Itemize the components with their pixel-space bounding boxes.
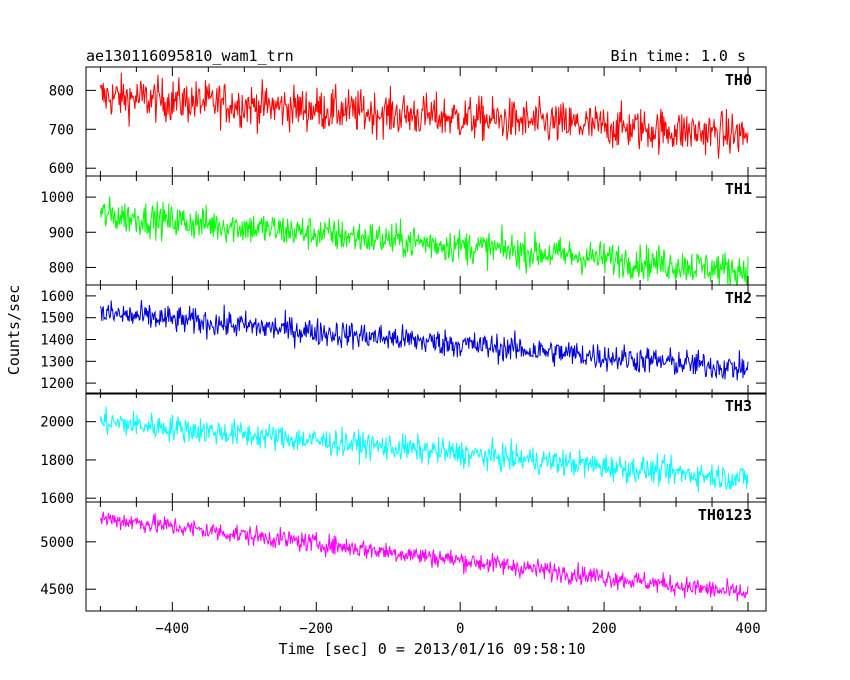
y-tick-label: 5000: [40, 535, 74, 551]
chart-title: ae130116095810_wam1_trn: [86, 47, 294, 65]
y-tick-label: 1500: [40, 311, 74, 327]
y-tick-label: 1000: [40, 190, 74, 206]
panel-label-th2: TH2: [725, 289, 752, 307]
y-tick-label: 800: [49, 260, 74, 276]
x-tick-label: 400: [735, 621, 760, 637]
x-tick-label: 0: [456, 621, 464, 637]
y-tick-label: 700: [49, 122, 74, 138]
panel-label-th1: TH1: [725, 180, 752, 198]
x-tick-label: −400: [155, 621, 189, 637]
y-axis-label: Counts/sec: [5, 285, 23, 375]
panel-frame: [85, 501, 767, 612]
y-tick-label: 1600: [40, 289, 74, 305]
y-tick-label: 1600: [40, 491, 74, 507]
series-th1: [99, 196, 749, 285]
y-tick-label: 1200: [40, 376, 74, 392]
y-tick-label: 1400: [40, 333, 74, 349]
y-tick-label: 900: [49, 225, 74, 241]
y-tick-label: 600: [49, 161, 74, 177]
y-tick-label: 2000: [40, 415, 74, 431]
panel-label-th0123: TH0123: [698, 506, 752, 524]
y-tick-label: 800: [49, 83, 74, 99]
x-tick-label: 200: [591, 621, 616, 637]
bin-time-label: Bin time: 1.0 s: [611, 47, 746, 65]
panel-label-th3: TH3: [725, 397, 752, 415]
panel-label-th0: TH0: [725, 71, 752, 89]
y-tick-label: 4500: [40, 582, 74, 598]
series-th2: [99, 299, 749, 381]
series-th0: [99, 72, 749, 159]
y-tick-label: 1300: [40, 354, 74, 370]
x-axis-label: Time [sec] 0 = 2013/01/16 09:58:10: [278, 640, 585, 658]
series-th3: [99, 406, 749, 493]
series-th0123: [99, 511, 749, 602]
y-tick-label: 1800: [40, 453, 74, 469]
x-tick-label: −200: [299, 621, 333, 637]
